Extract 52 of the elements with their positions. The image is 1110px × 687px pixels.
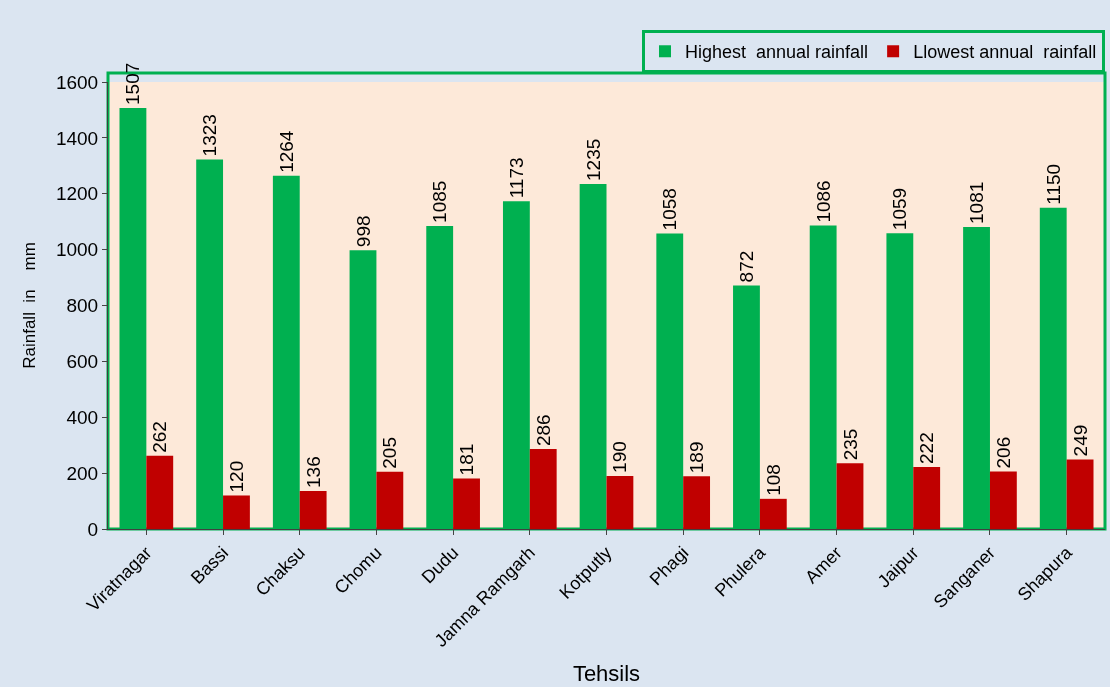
y-tick-label: 0 [87,518,99,540]
y-axis-title: Rainfall in mm [20,242,40,369]
data-label: 262 [149,421,171,453]
y-tick-label: 200 [66,462,99,484]
y-tick-label: 600 [66,351,99,373]
bar [606,475,634,529]
bar [223,495,250,529]
data-label: 190 [609,441,631,473]
data-label: 1264 [275,130,297,173]
bar [1066,459,1094,529]
data-label: 1235 [582,138,604,181]
data-label: 1085 [429,180,451,223]
data-label: 136 [302,456,324,489]
y-tick-label: 1400 [55,127,99,149]
data-label: 222 [916,432,938,464]
data-label: 1507 [122,62,144,105]
data-label: 120 [225,460,247,493]
y-tick-label: 1200 [55,183,99,205]
bar [453,478,480,529]
data-label: 1086 [812,180,834,223]
data-label: 1058 [659,188,681,231]
y-tick-label: 400 [66,406,99,428]
data-label: 235 [839,428,861,461]
data-label: 998 [352,215,374,248]
data-label: 206 [992,436,1014,469]
bar [376,471,404,529]
data-label: 286 [532,414,554,447]
bar [759,498,787,529]
bar [989,471,1017,529]
data-label: 872 [735,250,757,283]
bar [913,466,941,529]
y-tick-label: 800 [66,295,99,317]
bar [146,455,174,529]
bar [836,463,864,529]
x-axis-title: Tehsils [572,660,641,686]
data-label: 189 [686,441,708,474]
y-tick-label: 1600 [55,71,99,93]
data-label: 1059 [889,187,911,231]
data-label: 1081 [966,181,988,224]
legend-label: Highest annual rainfall [685,42,869,63]
data-label: 249 [1069,424,1091,457]
data-label: 108 [762,464,784,496]
bar [683,476,711,529]
data-label: 1150 [1042,163,1064,205]
legend-label: Llowest annual rainfall [913,42,1097,63]
bar [299,491,327,529]
y-tick-label: 1000 [55,239,99,261]
data-label: 205 [379,437,401,469]
bar [529,449,557,529]
data-label: 1173 [505,157,527,199]
data-label: 181 [456,443,478,476]
data-label: 1323 [199,114,221,157]
